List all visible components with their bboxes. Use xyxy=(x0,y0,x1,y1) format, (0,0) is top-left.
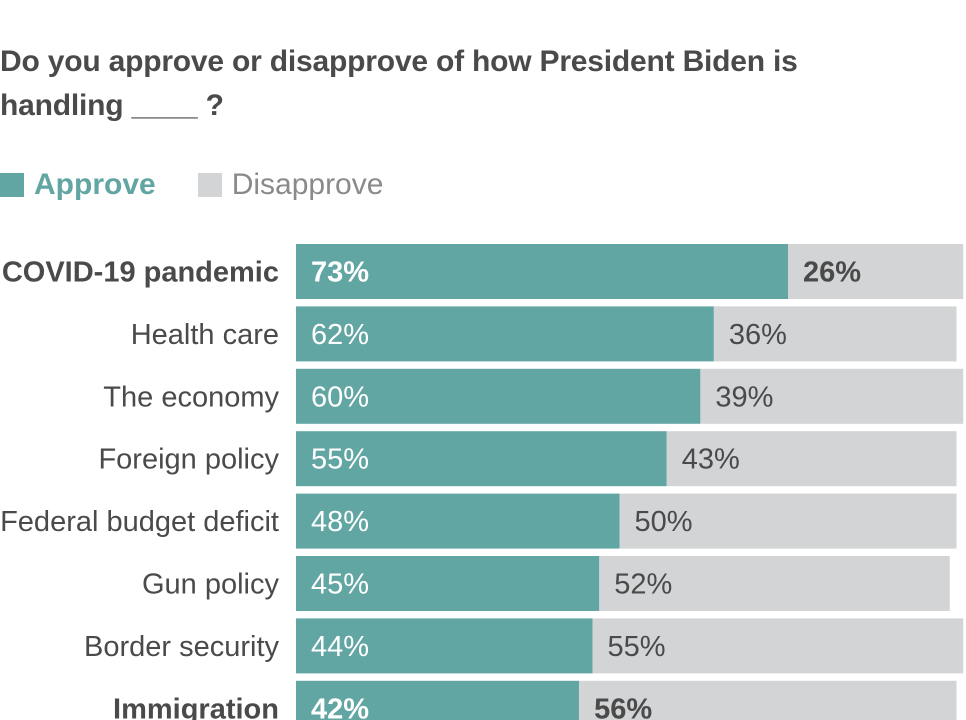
legend-item-approve: Approve xyxy=(0,168,156,202)
legend: Approve Disapprove xyxy=(0,165,425,205)
value-label-disapprove-gun-policy: 52% xyxy=(614,569,672,601)
value-label-disapprove-covid-19-pandemic: 26% xyxy=(803,257,861,289)
bar-disapprove-federal-budget-deficit xyxy=(619,493,957,549)
category-label-health-care: Health care xyxy=(131,319,279,351)
value-label-approve-federal-budget-deficit: 48% xyxy=(311,506,369,538)
legend-label-approve: Approve xyxy=(34,168,156,201)
value-label-disapprove-the-economy: 39% xyxy=(715,381,773,413)
category-label-border-security: Border security xyxy=(84,631,280,663)
category-label-gun-policy: Gun policy xyxy=(142,569,280,601)
value-label-disapprove-federal-budget-deficit: 50% xyxy=(635,506,693,538)
value-label-approve-health-care: 62% xyxy=(311,319,369,351)
chart-title: Do you approve or disapprove of how Pres… xyxy=(0,45,798,122)
bar-approve-gun-policy xyxy=(296,556,600,611)
value-label-approve-border-security: 44% xyxy=(311,631,369,663)
bar-disapprove-the-economy xyxy=(700,368,964,424)
legend-swatch-approve xyxy=(0,173,24,197)
bar-approve-health-care xyxy=(296,306,714,362)
bar-approve-covid-19-pandemic xyxy=(296,244,789,299)
value-label-disapprove-border-security: 55% xyxy=(608,631,666,663)
bar-approve-the-economy xyxy=(296,368,701,424)
bar-disapprove-health-care xyxy=(713,306,957,362)
bar-approve-federal-budget-deficit xyxy=(296,493,620,549)
value-label-approve-foreign-policy: 55% xyxy=(311,444,369,476)
bar-disapprove-covid-19-pandemic xyxy=(788,244,964,299)
bar-disapprove-immigration xyxy=(579,680,957,720)
bar-disapprove-gun-policy xyxy=(599,556,950,611)
category-label-federal-budget-deficit: Federal budget deficit xyxy=(0,506,279,538)
category-label-immigration: Immigration xyxy=(113,693,279,720)
category-label-the-economy: The economy xyxy=(103,381,279,413)
bar-disapprove-foreign-policy xyxy=(666,431,957,487)
value-label-disapprove-health-care: 36% xyxy=(729,319,787,351)
bar-approve-foreign-policy xyxy=(296,431,667,487)
value-label-disapprove-foreign-policy: 43% xyxy=(682,444,740,476)
legend-swatch-disapprove xyxy=(197,173,222,197)
bar-disapprove-border-security xyxy=(592,618,964,674)
value-label-approve-the-economy: 60% xyxy=(311,381,369,413)
value-label-approve-covid-19-pandemic: 73% xyxy=(311,257,369,289)
value-label-approve-gun-policy: 45% xyxy=(311,569,369,601)
bar-approve-border-security xyxy=(296,618,593,674)
value-label-approve-immigration: 42% xyxy=(311,693,369,720)
legend-label-disapprove: Disapprove xyxy=(231,168,384,201)
category-label-covid-19-pandemic: COVID-19 pandemic xyxy=(2,257,279,289)
category-label-foreign-policy: Foreign policy xyxy=(98,444,279,476)
bar-approve-immigration xyxy=(296,680,580,720)
value-label-disapprove-immigration: 56% xyxy=(594,693,652,720)
legend-item-disapprove: Disapprove xyxy=(197,168,384,202)
